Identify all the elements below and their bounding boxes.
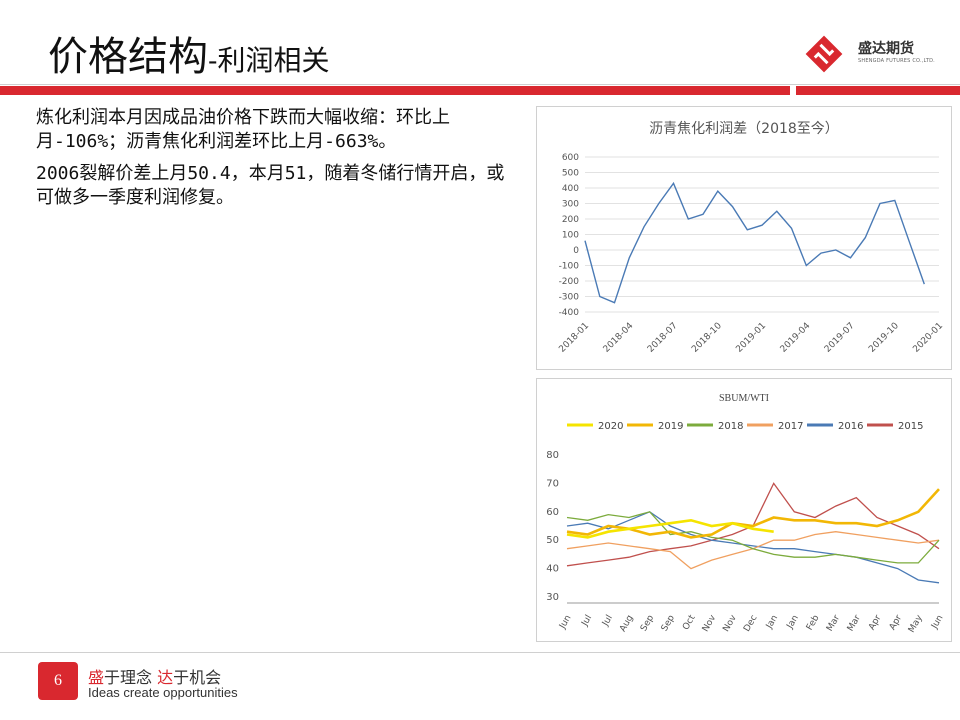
slogan-english: Ideas create opportunities <box>88 685 238 700</box>
x-tick-label: May <box>907 613 925 635</box>
x-tick-label: Mar <box>825 613 842 633</box>
series-line-2017 <box>566 531 940 570</box>
paragraph-refining-profit: 炼化利润本月因成品油价格下跌而大幅收缩：环比上月-106%；沥青焦化利润差环比上… <box>36 107 450 152</box>
header-red-bar <box>0 86 790 95</box>
asphalt-profit-chart: 沥青焦化利润差（2018至今） -400 -300 -200 -100 0 100 200 30… <box>557 121 945 355</box>
body-text: 炼化利润本月因成品油价格下跌而大幅收缩：环比上月-106%；沥青焦化利润差环比上… <box>36 106 512 218</box>
series-line-asphalt-profit <box>584 181 925 304</box>
y-tick-label: 0 <box>573 246 579 256</box>
x-tick-label: 2019-01 <box>734 321 768 355</box>
slide-title: 价格结构-利润相关 <box>48 24 329 82</box>
x-tick-label: 2020-01 <box>911 321 945 355</box>
title-main: 价格结构 <box>48 34 208 80</box>
x-tick-label: Jul <box>600 614 615 629</box>
slogan-cn-1: 盛 <box>88 668 105 687</box>
x-tick-label: 2019-04 <box>779 321 813 355</box>
y-tick-label: 100 <box>562 231 579 241</box>
y-tick-label: 200 <box>562 215 579 225</box>
y-tick-label: 300 <box>562 200 579 210</box>
slogan-cn-4: 于机会 <box>173 668 222 687</box>
y-tick-label: 30 <box>546 592 559 603</box>
x-tick-label: 2019-10 <box>867 321 901 355</box>
x-tick-label: Dec <box>742 613 759 633</box>
legend-label-2017: 2017 <box>778 421 803 432</box>
legend-label-2018: 2018 <box>718 421 743 432</box>
y-tick-label: 500 <box>562 169 579 179</box>
sbum-wti-chart-panel: SBUM/WTI 2020 2019 2018 2017 2016 2015 30 40 50 60… <box>536 378 952 642</box>
x-tick-label: Sep <box>639 613 656 633</box>
y-tick-label: -300 <box>559 293 580 303</box>
legend-label-2016: 2016 <box>838 421 863 432</box>
x-tick-label: Sep <box>660 613 677 633</box>
legend-label-2015: 2015 <box>898 421 923 432</box>
sbum-wti-chart: SBUM/WTI 2020 2019 2018 2017 2016 2015 30 40 50 60… <box>546 393 945 635</box>
x-tick-label: 2018-07 <box>646 321 680 355</box>
x-tick-label: Jun <box>929 614 945 632</box>
x-tick-label: Mar <box>846 613 863 633</box>
logo-name: 盛达期货 <box>858 41 914 57</box>
legend-label-2020: 2020 <box>598 421 623 432</box>
chart-title: SBUM/WTI <box>719 393 769 404</box>
x-tick-label: Nov <box>721 613 739 634</box>
x-tick-label: Jun <box>557 614 573 632</box>
slogan-cn-2: 于理念 <box>104 668 158 687</box>
y-tick-label: 60 <box>546 507 559 518</box>
slogan-cn-3: 达 <box>157 668 174 687</box>
x-tick-label: 2018-04 <box>602 321 636 355</box>
x-tick-label: Oct <box>681 613 698 632</box>
x-tick-label: Apr <box>888 613 905 632</box>
x-tick-label: 2018-10 <box>690 321 724 355</box>
series-line-2018 <box>566 511 940 564</box>
page-number: 6 <box>38 662 78 700</box>
legend-label-2019: 2019 <box>658 421 683 432</box>
y-tick-label: -200 <box>559 277 580 287</box>
paragraph-crack-spread: 2006裂解价差上月50.4，本月51，随着冬储行情开启，或可做多一季度利润修复… <box>36 163 505 208</box>
asphalt-profit-chart-panel: 沥青焦化利润差（2018至今） -400 -300 -200 -100 0 100 200 30… <box>536 106 952 370</box>
company-logo-icon <box>805 35 843 73</box>
y-tick-label: 50 <box>546 535 559 546</box>
x-tick-label: Jan <box>764 614 780 632</box>
y-tick-label: 600 <box>562 153 579 163</box>
slogan-chinese: 盛于理念 达于机会 <box>88 664 221 688</box>
logo-subtitle: SHENGDA FUTURES CO.,LTD. <box>858 58 935 64</box>
series-line-2020 <box>566 518 774 539</box>
x-tick-label: 2019-07 <box>823 321 857 355</box>
footer-divider <box>0 652 960 653</box>
y-tick-label: -100 <box>559 262 580 272</box>
y-tick-label: 80 <box>546 450 559 461</box>
header-red-bar-right <box>796 86 960 95</box>
y-tick-label: 70 <box>546 478 559 489</box>
x-tick-label: Aug <box>618 614 635 634</box>
chart-title: 沥青焦化利润差（2018至今） <box>649 121 839 137</box>
x-tick-label: Feb <box>805 613 822 632</box>
y-tick-label: -400 <box>559 308 580 318</box>
x-tick-label: 2018-01 <box>557 321 591 355</box>
title-sub: -利润相关 <box>208 44 330 77</box>
x-tick-label: Jan <box>785 614 801 632</box>
x-tick-label: Apr <box>867 613 884 632</box>
y-tick-label: 400 <box>562 184 579 194</box>
x-tick-label: Nov <box>701 613 719 634</box>
header-divider <box>0 84 960 85</box>
series-line-2016 <box>566 511 940 584</box>
y-tick-label: 40 <box>546 564 559 575</box>
x-tick-label: Jul <box>580 614 595 629</box>
